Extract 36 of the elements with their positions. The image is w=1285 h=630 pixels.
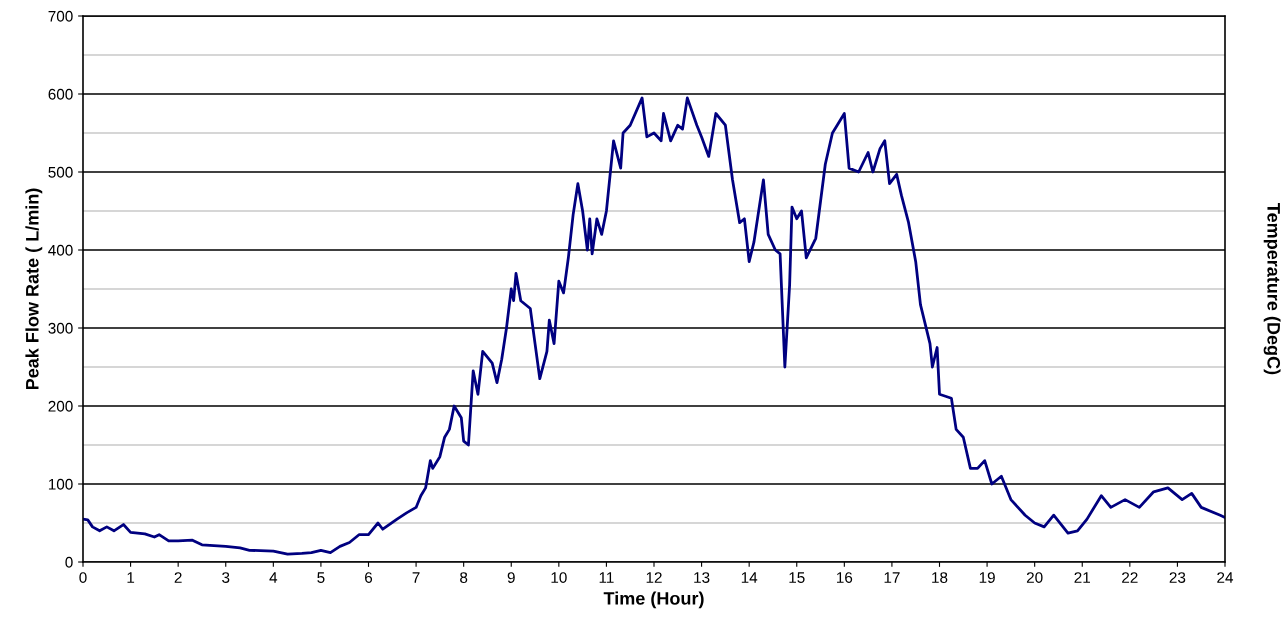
x-tick-label: 16 — [837, 572, 853, 583]
x-tick-label: 7 — [412, 572, 420, 583]
x-tick-label: 19 — [979, 572, 995, 583]
x-tick-label: 9 — [507, 572, 515, 583]
y2-axis-title: Temperature (DegC) — [1263, 203, 1281, 375]
y-tick-label: 400 — [48, 244, 73, 256]
x-tick-label: 6 — [365, 572, 373, 583]
y-tick-label: 0 — [65, 556, 73, 568]
x-axis-title: Time (Hour) — [603, 591, 704, 609]
x-tick-label: 17 — [884, 572, 900, 583]
x-tick-label: 14 — [741, 572, 758, 583]
x-tick-label: 12 — [646, 572, 662, 583]
y-axis-title: Peak Flow Rate ( L/min) — [25, 188, 43, 390]
x-tick-label: 22 — [1122, 572, 1138, 583]
x-tick-label: 23 — [1169, 572, 1186, 583]
y-tick-label: 300 — [48, 322, 73, 334]
x-tick-label: 0 — [79, 572, 87, 583]
x-tick-label: 1 — [127, 572, 135, 583]
y-tick-label: 700 — [48, 10, 73, 22]
x-tick-label: 13 — [694, 572, 710, 583]
x-tick-label: 18 — [932, 572, 948, 583]
y-tick-label: 600 — [48, 88, 73, 100]
y-tick-label: 100 — [48, 478, 73, 490]
x-tick-label: 10 — [551, 572, 567, 583]
x-tick-label: 8 — [460, 572, 468, 583]
x-tick-label: 2 — [174, 572, 182, 583]
x-tick-label: 3 — [222, 572, 230, 583]
x-tick-label: 5 — [317, 572, 325, 583]
x-tick-label: 24 — [1217, 572, 1234, 583]
x-tick-label: 20 — [1026, 572, 1043, 583]
y-tick-label: 500 — [48, 166, 73, 178]
x-tick-label: 21 — [1074, 572, 1090, 583]
x-tick-label: 4 — [269, 572, 278, 583]
x-tick-label: 11 — [599, 572, 614, 583]
x-tick-label: 15 — [789, 572, 805, 583]
y-tick-label: 200 — [48, 400, 73, 412]
